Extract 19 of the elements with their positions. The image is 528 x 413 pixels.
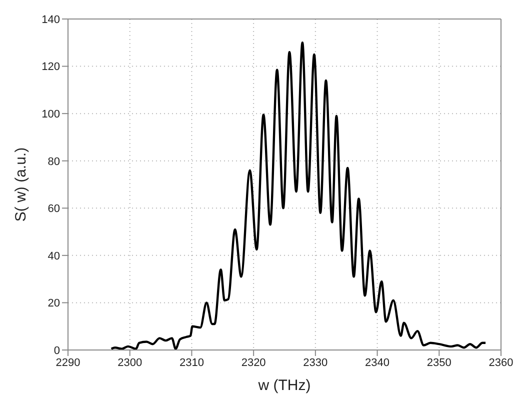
x-tick-label: 2310 [179, 356, 204, 369]
y-tick-label: 140 [42, 14, 60, 26]
y-tick-label: 40 [48, 250, 60, 262]
y-tick-label: 60 [48, 203, 60, 216]
x-tick-label: 2340 [365, 356, 390, 369]
x-tick-label: 2330 [303, 356, 328, 369]
y-tick-label: 100 [42, 108, 60, 120]
y-axis-title: S( w) (a.u.) [12, 147, 30, 222]
x-tick-label: 2300 [118, 356, 142, 369]
x-tick-label: 2320 [241, 356, 266, 369]
line-series [110, 42, 487, 350]
x-tick-label: 2290 [56, 356, 80, 369]
y-tick-label: 20 [48, 298, 60, 310]
y-tick-label: 120 [42, 61, 60, 74]
x-tick-label: 2360 [488, 356, 514, 369]
x-axis-title: w (THz) [257, 377, 311, 394]
y-tick-label: 80 [48, 156, 60, 168]
y-tick-label: 0 [54, 344, 60, 357]
x-tick-label: 2350 [426, 356, 452, 369]
